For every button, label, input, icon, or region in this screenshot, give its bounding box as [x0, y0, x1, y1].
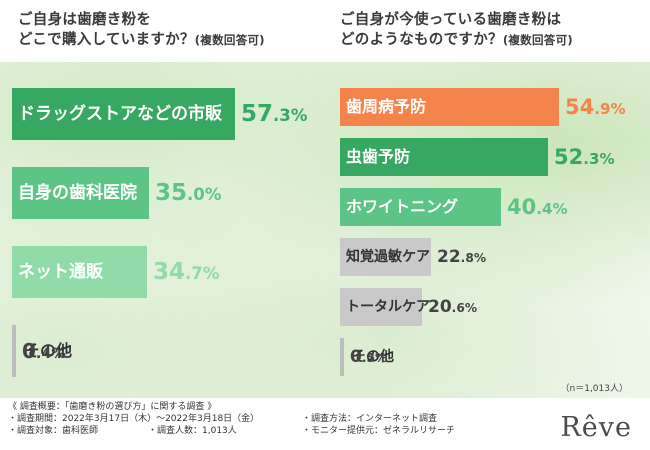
reve-logo: Rêve — [560, 412, 632, 443]
bar-label-5: トータルケア — [346, 299, 430, 315]
bar-2 — [340, 138, 548, 176]
bar-label-2: 虫歯予防 — [346, 147, 411, 166]
bar-value-2: 52.3% — [554, 145, 615, 169]
bar-value-6: 0.5% — [350, 347, 388, 367]
bar-label-4: その他 — [24, 341, 73, 360]
bar-1 — [340, 88, 559, 126]
bar-5 — [340, 288, 422, 326]
bar-label-6: その他 — [352, 349, 394, 365]
bar-4 — [340, 238, 431, 276]
bar-value-3: 34.7% — [153, 259, 220, 285]
left-title-note: (複数回答可) — [194, 33, 265, 47]
bar-3 — [340, 188, 501, 226]
survey-overview: 《 調査概要：「歯磨き粉の選び方」に関する調査 》 — [8, 402, 217, 412]
sample-size-note: （n＝1,013人） — [560, 384, 628, 394]
right-title-note: (複数回答可) — [502, 33, 573, 47]
right-chart-title: ご自身が今使っている歯磨き粉は どのようなものですか？(複数回答可) — [340, 10, 573, 50]
bar-label-4: 知覚過敏ケア — [346, 249, 430, 265]
right-title-line-2: どのようなものですか？ — [340, 32, 503, 48]
left-title-line-1: ご自身は歯磨き粉を — [18, 12, 152, 28]
bar-value-3: 40.4% — [507, 195, 568, 219]
bar-label-3: ホワイトニング — [346, 197, 459, 216]
bar-value-5: 20.6% — [428, 297, 478, 317]
bar-value-4: 22.8% — [437, 247, 487, 267]
bar-label-1: 歯周病予防 — [346, 97, 427, 116]
bar-label-2: 自身の歯科医院 — [18, 183, 137, 203]
bar-4 — [12, 325, 16, 377]
left-title-line-2: どこで購入していますか？ — [18, 32, 195, 48]
header: ご自身は歯磨き粉を どこで購入していますか？(複数回答可) ご自身が今使っている… — [0, 0, 650, 62]
monitor-provider: ・モニター提供元：ゼネラルリサーチ — [302, 426, 456, 436]
right-title-line-1: ご自身が今使っている歯磨き粉は — [340, 12, 562, 28]
survey-period: ・調査期間：2022年3月17日（木）～2022年3月18日（金） — [8, 414, 260, 424]
bar-6 — [340, 338, 344, 376]
bar-3 — [12, 246, 147, 298]
bar-1 — [12, 88, 235, 140]
survey-method: ・調査方法：インターネット調査 — [302, 414, 438, 424]
survey-respondents: ・調査人数：1,013人 — [148, 426, 237, 436]
bar-value-1: 54.9% — [565, 95, 626, 119]
bar-value-4: 0.4% — [22, 339, 66, 363]
bar-value-2: 35.0% — [155, 180, 222, 206]
bar-label-1: ドラッグストアなどの市販 — [18, 104, 222, 124]
bar-2 — [12, 167, 149, 219]
bar-label-3: ネット通販 — [18, 262, 103, 282]
footer: 《 調査概要：「歯磨き粉の選び方」に関する調査 》 ・調査期間：2022年3月1… — [0, 398, 650, 450]
bar-value-1: 57.3% — [241, 101, 308, 127]
left-chart-title: ご自身は歯磨き粉を どこで購入していますか？(複数回答可) — [18, 10, 265, 50]
survey-target: ・調査対象：歯科医師 — [8, 426, 99, 436]
